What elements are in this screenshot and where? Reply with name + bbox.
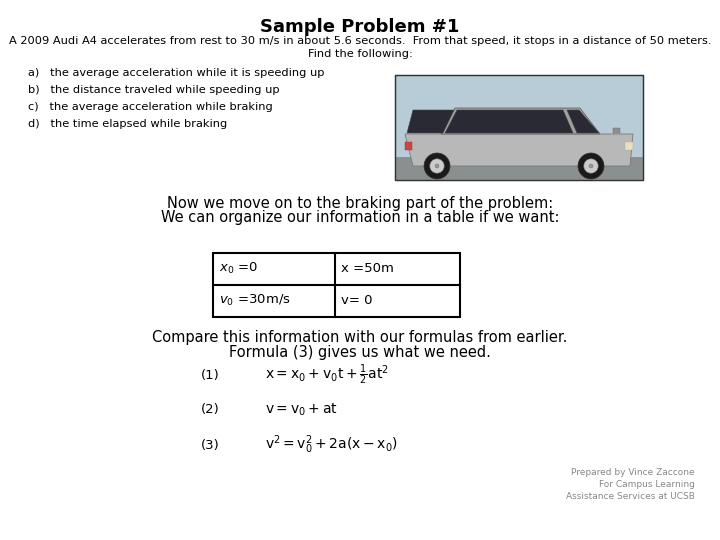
Ellipse shape — [578, 153, 604, 179]
Text: c)   the average acceleration while braking: c) the average acceleration while brakin… — [28, 102, 273, 112]
Ellipse shape — [435, 164, 439, 168]
Text: a)   the average acceleration while it is speeding up: a) the average acceleration while it is … — [28, 68, 325, 78]
Text: (3): (3) — [201, 438, 220, 451]
Polygon shape — [405, 134, 633, 166]
Text: Formula (3) gives us what we need.: Formula (3) gives us what we need. — [229, 345, 491, 360]
Polygon shape — [613, 128, 620, 133]
Bar — [395, 75, 643, 180]
Text: d)   the time elapsed while braking: d) the time elapsed while braking — [28, 119, 228, 129]
Text: b)   the distance traveled while speeding up: b) the distance traveled while speeding … — [28, 85, 279, 95]
Text: Sample Problem #1: Sample Problem #1 — [261, 18, 459, 36]
Text: For Campus Learning: For Campus Learning — [599, 480, 695, 489]
Text: $\mathrm{x = x_0 + v_0 t + \frac{1}{2}at^2}$: $\mathrm{x = x_0 + v_0 t + \frac{1}{2}at… — [265, 363, 389, 387]
Text: We can organize our information in a table if we want:: We can organize our information in a tab… — [161, 210, 559, 225]
Ellipse shape — [430, 159, 444, 173]
Ellipse shape — [589, 164, 593, 168]
Text: Now we move on to the braking part of the problem:: Now we move on to the braking part of th… — [167, 196, 553, 211]
Text: Prepared by Vince Zaccone: Prepared by Vince Zaccone — [572, 468, 695, 477]
Bar — [405, 142, 412, 150]
Bar — [395, 75, 643, 180]
Ellipse shape — [584, 159, 598, 173]
Text: Assistance Services at UCSB: Assistance Services at UCSB — [566, 492, 695, 501]
Bar — [395, 157, 643, 180]
Text: Find the following:: Find the following: — [307, 49, 413, 59]
Text: (1): (1) — [201, 368, 220, 381]
Text: $\mathrm{v^2 = v_0^2 + 2a(x - x_0)}$: $\mathrm{v^2 = v_0^2 + 2a(x - x_0)}$ — [265, 434, 398, 456]
Text: $x_0$ =0: $x_0$ =0 — [219, 260, 258, 275]
Ellipse shape — [424, 153, 450, 179]
Text: (2): (2) — [201, 403, 220, 416]
Text: v= 0: v= 0 — [341, 294, 372, 307]
Text: x =50m: x =50m — [341, 261, 394, 274]
Polygon shape — [567, 110, 599, 133]
Text: $v_0$ =30m/s: $v_0$ =30m/s — [219, 293, 291, 308]
Bar — [625, 142, 633, 150]
Text: A 2009 Audi A4 accelerates from rest to 30 m/s in about 5.6 seconds.  From that : A 2009 Audi A4 accelerates from rest to … — [9, 36, 711, 46]
Polygon shape — [441, 108, 600, 134]
Text: Compare this information with our formulas from earlier.: Compare this information with our formul… — [153, 330, 567, 345]
Text: $\mathrm{v = v_0 + at}$: $\mathrm{v = v_0 + at}$ — [265, 402, 338, 418]
Bar — [213, 253, 460, 317]
Polygon shape — [407, 110, 454, 133]
Polygon shape — [445, 110, 573, 133]
